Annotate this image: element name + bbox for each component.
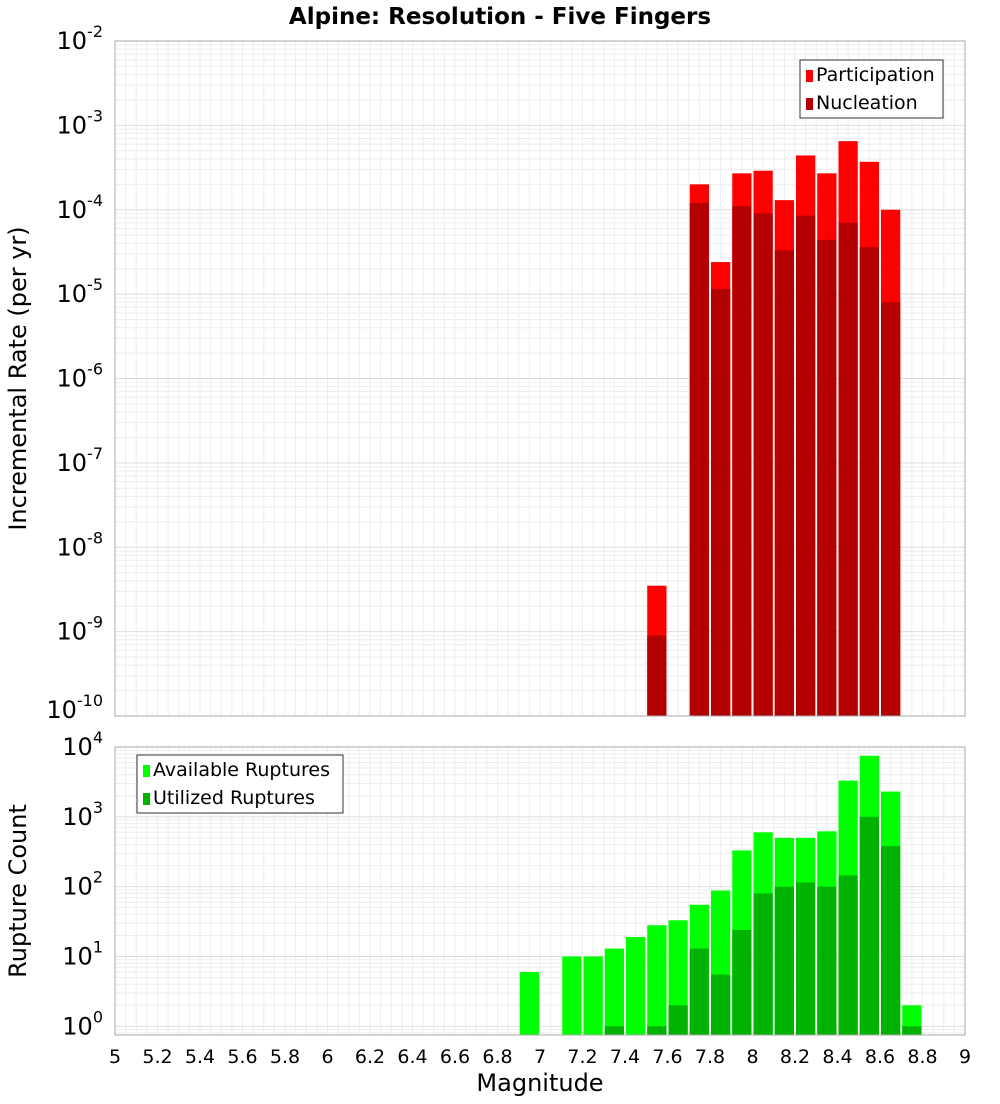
bar-utilized-ruptures <box>902 1026 922 1035</box>
x-tick-label: 5.8 <box>270 1046 300 1068</box>
bar-available-ruptures <box>562 956 582 1035</box>
bar-utilized-ruptures <box>689 948 709 1035</box>
x-tick-label: 7.2 <box>567 1046 597 1068</box>
x-tick-label: 7 <box>534 1046 546 1068</box>
x-tick-label: 9 <box>959 1046 971 1068</box>
bar-nucleation <box>711 289 731 716</box>
plot-border <box>114 40 966 717</box>
plot-panel-1: 10-10 10-9 10-8 10-7 10-6 10-5 10-4 10-3 10-2 Inc… <box>4 22 966 724</box>
bar-utilized-ruptures <box>796 882 816 1035</box>
bar-utilized-ruptures <box>817 886 837 1035</box>
legend-label: Participation <box>816 64 935 86</box>
bar-nucleation <box>689 203 709 716</box>
y-tick-label: 102 <box>62 868 103 901</box>
x-axis-label: Magnitude <box>476 1069 603 1097</box>
y-tick-label: 103 <box>62 798 103 831</box>
y-tick-label: 10-4 <box>57 191 104 224</box>
bar-available-ruptures <box>583 956 603 1035</box>
legend-box <box>136 754 344 814</box>
bar-utilized-ruptures <box>668 1005 688 1035</box>
legend-swatch <box>143 765 150 777</box>
bar-utilized-ruptures <box>604 1026 624 1035</box>
x-tick-label: 7.4 <box>610 1046 640 1068</box>
bar-nucleation <box>647 635 667 716</box>
x-tick-label: 8.4 <box>822 1046 852 1068</box>
bar-utilized-ruptures <box>711 974 731 1035</box>
legend-box <box>799 59 944 119</box>
x-tick-label: 7.6 <box>652 1046 682 1068</box>
y-tick-label: 10-7 <box>57 444 104 477</box>
x-tick-label: 8.6 <box>865 1046 895 1068</box>
bar-utilized-ruptures <box>774 886 794 1035</box>
y-tick-label: 10-9 <box>57 613 104 646</box>
legend-swatch <box>806 70 813 82</box>
bar-nucleation <box>753 213 773 717</box>
plot-border <box>114 746 966 1036</box>
bar-utilized-ruptures <box>753 893 773 1035</box>
x-tick-label: 6.6 <box>440 1046 470 1068</box>
legend-label: Utilized Ruptures <box>153 787 315 809</box>
bar-available-ruptures <box>604 948 624 1035</box>
bar-utilized-ruptures <box>838 875 858 1035</box>
x-tick-label: 6 <box>321 1046 333 1068</box>
legend: Available Ruptures Utilized Ruptures <box>136 754 344 814</box>
bar-nucleation <box>838 222 858 716</box>
bar-utilized-ruptures <box>732 929 752 1035</box>
bar-nucleation <box>796 215 816 717</box>
y-tick-label: 10-2 <box>57 22 104 55</box>
legend-swatch <box>806 98 813 110</box>
y-axis-label: Incremental Rate (per yr) <box>4 226 32 530</box>
bar-available-ruptures <box>626 936 646 1035</box>
bar-utilized-ruptures <box>647 1026 667 1035</box>
legend-swatch <box>143 793 150 805</box>
y-tick-label: 10-10 <box>46 691 103 724</box>
y-tick-label: 10-3 <box>57 106 104 139</box>
bar-nucleation <box>732 206 752 716</box>
chart-title: Alpine: Resolution - Five Fingers <box>289 4 711 30</box>
bar-utilized-ruptures <box>859 816 879 1035</box>
x-tick-label: 5.6 <box>227 1046 257 1068</box>
bar-nucleation <box>774 250 794 717</box>
legend-label: Available Ruptures <box>153 759 330 781</box>
x-tick-label: 5.4 <box>185 1046 215 1068</box>
y-tick-label: 10-5 <box>57 275 104 308</box>
bar-available-ruptures <box>647 925 667 1035</box>
bar-nucleation <box>817 239 837 716</box>
bar-available-ruptures <box>519 971 539 1035</box>
legend: Participation Nucleation <box>799 59 944 119</box>
x-tick-label: 5 <box>109 1046 121 1068</box>
legend-label: Nucleation <box>816 92 918 114</box>
bar-nucleation <box>881 302 901 716</box>
y-tick-label: 10-8 <box>57 528 104 561</box>
y-tick-label: 10-6 <box>57 360 104 393</box>
y-axis-label: Rupture Count <box>4 804 32 978</box>
y-tick-label: 100 <box>62 1007 103 1040</box>
y-tick-label: 101 <box>62 937 103 970</box>
x-tick-label: 8 <box>746 1046 758 1068</box>
x-tick-label: 6.2 <box>355 1046 385 1068</box>
y-tick-label: 104 <box>62 728 103 761</box>
x-tick-label: 8.2 <box>780 1046 810 1068</box>
x-tick-label: 6.8 <box>482 1046 512 1068</box>
bar-nucleation <box>859 247 879 716</box>
plot-panel-2: 100 101 102 103 104 Rupture Count Available Ru… <box>4 728 966 1040</box>
x-tick-label: 5.2 <box>142 1046 172 1068</box>
bar-utilized-ruptures <box>881 846 901 1035</box>
x-tick-label: 7.8 <box>695 1046 725 1068</box>
x-tick-label: 8.8 <box>907 1046 937 1068</box>
x-tick-label: 6.4 <box>397 1046 427 1068</box>
